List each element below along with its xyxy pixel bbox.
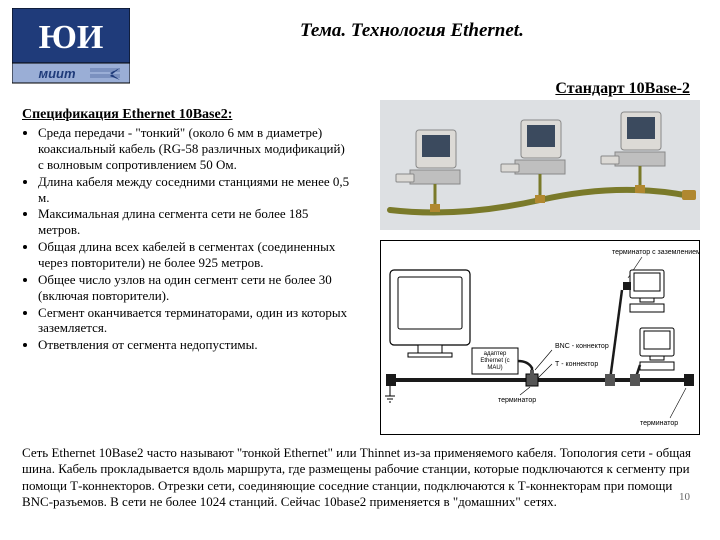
- label-adapter2: Ethernet (с: [480, 358, 509, 364]
- page-title: Тема. Технология Ethernet.: [300, 20, 524, 42]
- diagram-schematic: адаптер Ethernet (с MAU) BNC - коннектор…: [380, 240, 700, 435]
- bottom-paragraph: Сеть Ethernet 10Base2 часто называют "то…: [22, 445, 702, 510]
- spec-item: Ответвления от сегмента недопустимы.: [38, 337, 352, 353]
- logo-bot: миит: [38, 66, 75, 81]
- label-adapter3: MAU): [487, 365, 502, 371]
- illustration-3d: [380, 100, 700, 230]
- spec-item: Сегмент оканчивается терминаторами, один…: [38, 305, 352, 337]
- spec-item: Общая длина всех кабелей в сегментах (со…: [38, 239, 352, 271]
- label-tconn: Т - коннектор: [555, 361, 598, 368]
- logo-top: ЮИ: [39, 19, 104, 56]
- spec-item: Среда передачи - "тонкий" (около 6 мм в …: [38, 125, 352, 173]
- spec-item: Длина кабеля между соседними станциями н…: [38, 174, 352, 206]
- spec-block: Спецификация Ethernet 10Base2: Среда пер…: [22, 106, 352, 354]
- label-terminator-ground: терминатор с заземлением: [612, 249, 700, 256]
- page-number: 10: [679, 491, 690, 503]
- label-terminator-right: терминатор: [640, 420, 678, 427]
- spec-title: Спецификация Ethernet 10Base2:: [22, 106, 352, 123]
- spec-item: Общее число узлов на один сегмент сети н…: [38, 272, 352, 304]
- label-adapter1: адаптер: [484, 351, 507, 357]
- label-terminator-bottom: терминатор: [498, 397, 536, 404]
- label-bnc: BNC - коннектор: [555, 343, 609, 350]
- logo: ЮИ миит: [12, 8, 130, 84]
- subtitle: Стандарт 10Base-2: [555, 80, 690, 98]
- spec-item: Максимальная длина сегмента сети не боле…: [38, 206, 352, 238]
- spec-list: Среда передачи - "тонкий" (около 6 мм в …: [22, 125, 352, 353]
